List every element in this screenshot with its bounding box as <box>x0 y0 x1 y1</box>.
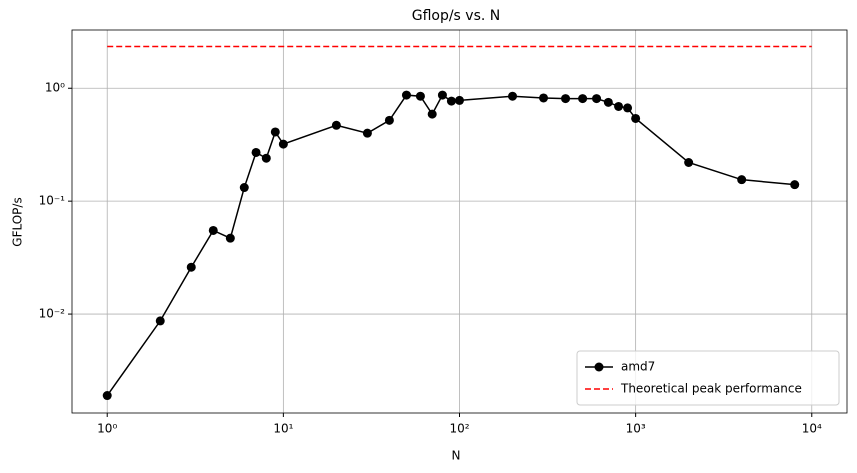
data-point <box>155 316 165 326</box>
data-point <box>362 128 372 138</box>
data-point <box>623 103 633 113</box>
data-point <box>270 127 280 137</box>
data-point <box>539 93 549 103</box>
data-point <box>208 225 218 235</box>
data-point <box>186 262 196 272</box>
data-point <box>790 180 800 190</box>
x-axis-label: N <box>452 449 461 463</box>
y-tick-label: 10⁰ <box>45 81 65 95</box>
chart-title: Gflop/s vs. N <box>412 8 501 24</box>
data-point <box>331 120 341 130</box>
data-point <box>415 91 425 101</box>
x-tick-label: 10² <box>449 422 469 436</box>
data-point <box>446 96 456 106</box>
data-point <box>614 101 624 111</box>
legend-label: amd7 <box>621 360 655 374</box>
y-tick-label: 10⁻¹ <box>39 194 66 208</box>
data-point <box>427 109 437 119</box>
x-tick-label: 10¹ <box>273 422 293 436</box>
series-line <box>106 93 795 396</box>
legend-box <box>576 350 840 406</box>
data-point <box>684 157 694 167</box>
data-point <box>384 115 394 125</box>
data-point <box>278 139 288 149</box>
x-tick-label: 10⁴ <box>802 422 822 436</box>
data-point <box>239 183 249 193</box>
legend-marker <box>594 362 604 372</box>
x-tick-label: 10⁰ <box>97 422 117 436</box>
data-point <box>261 153 271 163</box>
x-tick-label: 10³ <box>626 422 646 436</box>
plot-frame <box>71 29 848 414</box>
data-point <box>401 90 411 100</box>
data-point <box>454 95 464 105</box>
y-tick-label: 10⁻² <box>39 307 66 321</box>
data-point <box>561 94 571 104</box>
data-point <box>592 94 602 104</box>
data-point <box>102 391 112 401</box>
data-point <box>631 113 641 123</box>
data-point <box>508 91 518 101</box>
data-point <box>603 97 613 107</box>
data-point <box>437 90 447 100</box>
y-axis-label: GFLOP/s <box>11 197 25 246</box>
data-point <box>737 175 747 185</box>
legend-label: Theoretical peak performance <box>620 382 802 396</box>
data-point <box>225 233 235 243</box>
data-point <box>251 147 261 157</box>
data-point <box>578 94 588 104</box>
